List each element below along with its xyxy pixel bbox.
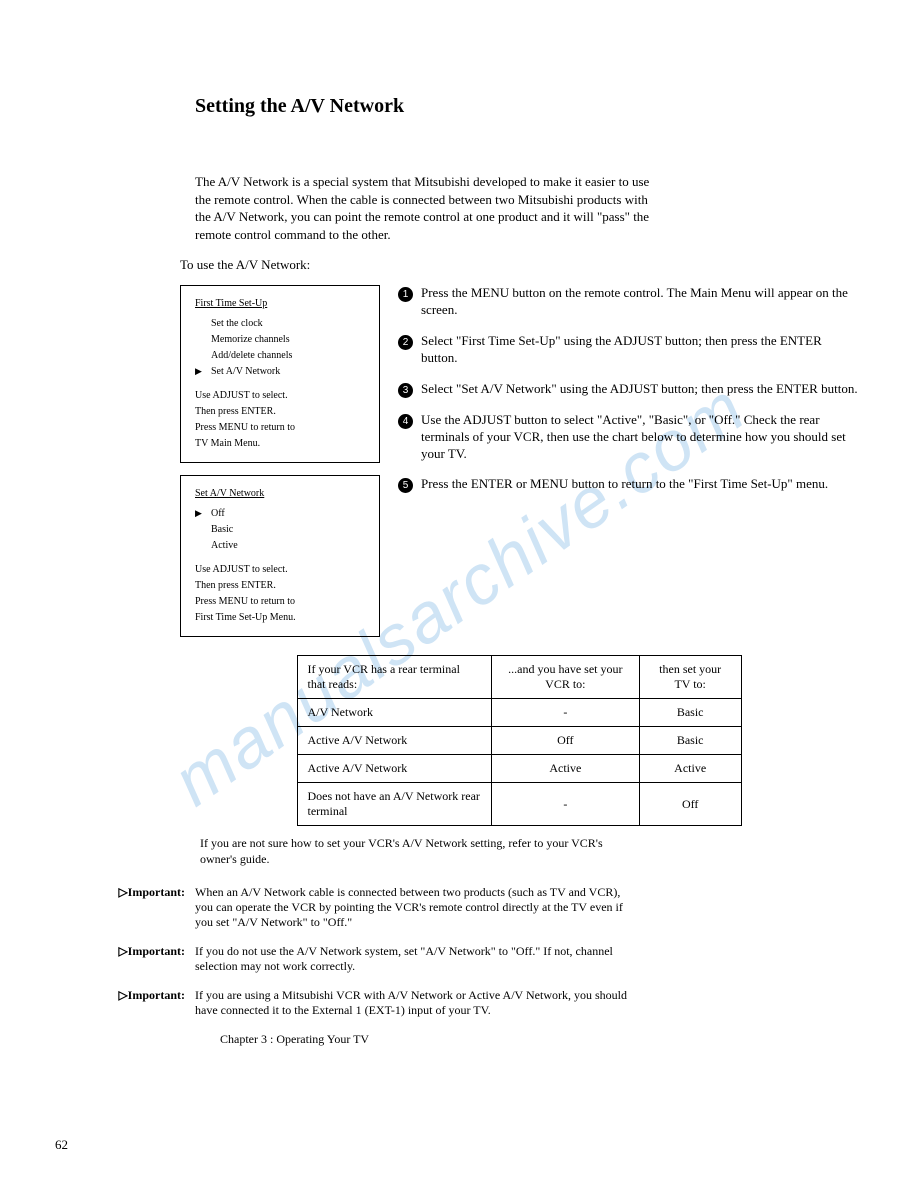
important-block-3: ▷Important: If you are using a Mitsubish… [95,988,858,1018]
main-layout: First Time Set-Up Set the clock Memorize… [180,285,858,637]
important-text-1: When an A/V Network cable is connected b… [195,885,635,930]
table-row: Active A/V Network Active Active [297,755,741,783]
menu1-item-1: Memorize channels [195,332,369,348]
table-cell: Active [491,755,639,783]
menu2-item-1: Basic [195,522,369,538]
step-5-text: Press the ENTER or MENU button to return… [421,476,858,493]
menu2-instr-2: Press MENU to return to [195,594,369,610]
menu2-instructions: Use ADJUST to select. Then press ENTER. … [195,562,369,626]
step-5: 5 Press the ENTER or MENU button to retu… [398,476,858,493]
menu1-instructions: Use ADJUST to select. Then press ENTER. … [195,388,369,452]
table-cell: Off [491,727,639,755]
table-row: A/V Network - Basic [297,699,741,727]
table-header-0: If your VCR has a rear terminal that rea… [297,656,491,699]
important-block-1: ▷Important: When an A/V Network cable is… [95,885,858,930]
table-cell: Does not have an A/V Network rear termin… [297,783,491,826]
step-3: 3 Select "Set A/V Network" using the ADJ… [398,381,858,398]
menu2-instr-1: Then press ENTER. [195,578,369,594]
menu1-instr-2: Press MENU to return to [195,420,369,436]
table-row: Active A/V Network Off Basic [297,727,741,755]
step-3-number: 3 [398,383,413,398]
step-2-number: 2 [398,335,413,350]
table-cell: Basic [639,699,741,727]
table-cell: Active [639,755,741,783]
important-text-2: If you do not use the A/V Network system… [195,944,635,974]
use-label: To use the A/V Network: [180,257,858,273]
table-cell: - [491,699,639,727]
step-2: 2 Select "First Time Set-Up" using the A… [398,333,858,367]
step-5-number: 5 [398,478,413,493]
important-label-2: ▷Important: [95,944,185,974]
important-text-3: If you are using a Mitsubishi VCR with A… [195,988,635,1018]
menu2-heading: Set A/V Network [195,486,369,502]
step-1: 1 Press the MENU button on the remote co… [398,285,858,319]
menu1-instr-1: Then press ENTER. [195,404,369,420]
menu1-item-2: Add/delete channels [195,348,369,364]
menu2-item-2: Active [195,538,369,554]
step-4-text: Use the ADJUST button to select "Active"… [421,412,858,463]
table-header-1: ...and you have set your VCR to: [491,656,639,699]
menu1-item-3: Set A/V Network [195,364,369,380]
table-cell: Basic [639,727,741,755]
page-content: Setting the A/V Network The A/V Network … [0,0,918,1077]
step-4-number: 4 [398,414,413,429]
menu1-item-0: Set the clock [195,316,369,332]
table-note: If you are not sure how to set your VCR'… [200,836,640,867]
settings-table: If your VCR has a rear terminal that rea… [297,655,742,826]
step-4: 4 Use the ADJUST button to select "Activ… [398,412,858,463]
menu1-heading: First Time Set-Up [195,296,369,312]
important-label-3: ▷Important: [95,988,185,1018]
table-row: Does not have an A/V Network rear termin… [297,783,741,826]
table-cell: Active A/V Network [297,727,491,755]
page-number: 62 [55,1137,68,1153]
menu-column: First Time Set-Up Set the clock Memorize… [180,285,380,637]
table-cell: Active A/V Network [297,755,491,783]
intro-paragraph: The A/V Network is a special system that… [195,173,655,243]
menu-box-first-time: First Time Set-Up Set the clock Memorize… [180,285,380,463]
important-block-2: ▷Important: If you do not use the A/V Ne… [95,944,858,974]
menu2-item-0: Off [195,506,369,522]
table-header-2: then set your TV to: [639,656,741,699]
step-1-number: 1 [398,287,413,302]
table-header-row: If your VCR has a rear terminal that rea… [297,656,741,699]
table-cell: Off [639,783,741,826]
step-3-text: Select "Set A/V Network" using the ADJUS… [421,381,858,398]
step-2-text: Select "First Time Set-Up" using the ADJ… [421,333,858,367]
table-cell: - [491,783,639,826]
important-label-1: ▷Important: [95,885,185,930]
menu2-instr-0: Use ADJUST to select. [195,562,369,578]
menu2-instr-3: First Time Set-Up Menu. [195,610,369,626]
menu1-instr-3: TV Main Menu. [195,436,369,452]
page-title: Setting the A/V Network [195,95,858,118]
steps-column: 1 Press the MENU button on the remote co… [398,285,858,637]
menu-box-set-av: Set A/V Network Off Basic Active Use ADJ… [180,475,380,637]
table-cell: A/V Network [297,699,491,727]
step-1-text: Press the MENU button on the remote cont… [421,285,858,319]
chapter-footer: Chapter 3 : Operating Your TV [220,1032,858,1047]
menu1-instr-0: Use ADJUST to select. [195,388,369,404]
